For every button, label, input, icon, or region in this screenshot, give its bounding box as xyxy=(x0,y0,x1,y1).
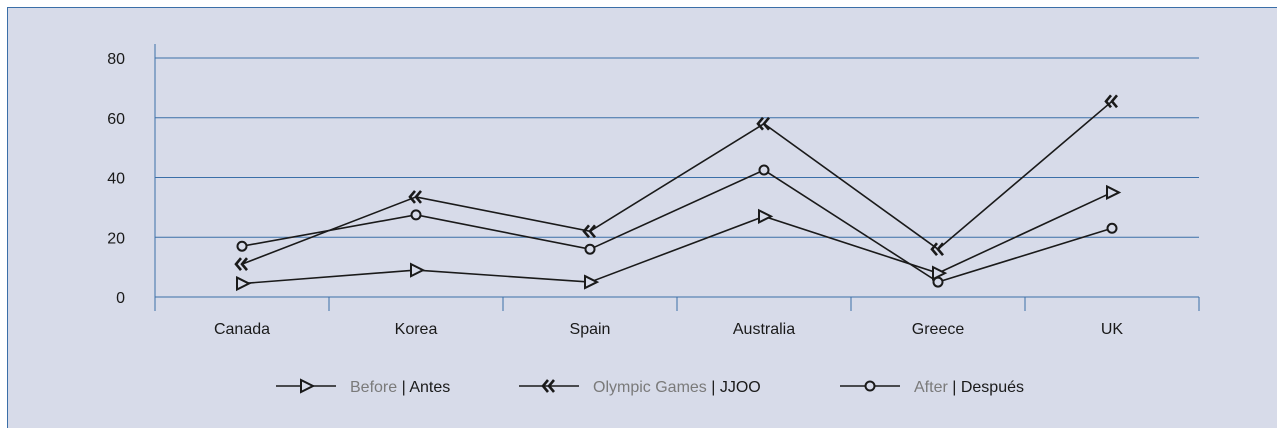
data-point-after-korea xyxy=(410,209,422,221)
series-line-olympic xyxy=(241,100,1113,265)
legend-label-english: After xyxy=(914,379,952,396)
data-point-after-uk xyxy=(1106,222,1118,234)
legend-separator: | xyxy=(402,379,410,396)
data-point-olympic-canada xyxy=(234,257,248,271)
data-point-before-spain xyxy=(584,274,600,290)
x-tick-label-spain: Spain xyxy=(570,321,611,338)
x-tick-label-korea: Korea xyxy=(395,321,438,338)
y-tick-label: 20 xyxy=(107,230,125,247)
data-point-before-canada xyxy=(236,275,252,292)
y-tick-label: 60 xyxy=(107,111,125,128)
legend-marker-after xyxy=(864,380,876,392)
data-point-olympic-uk xyxy=(1104,94,1118,109)
legend-marker-before xyxy=(300,378,316,394)
legend-label-english: Olympic Games xyxy=(593,379,711,396)
data-point-after-canada xyxy=(236,240,248,252)
legend-label-after: After | Después xyxy=(914,379,1024,396)
legend-label-english: Before xyxy=(350,379,402,396)
line-chart: 0 20 40 60 80 Canada Korea Spain Australia Greece… xyxy=(107,44,1200,396)
x-tick-label-uk: UK xyxy=(1101,321,1124,338)
series-line-before xyxy=(241,191,1113,285)
data-point-olympic-korea xyxy=(408,190,422,204)
legend-label-olympic: Olympic Games | JJOO xyxy=(593,379,761,396)
legend-separator: | xyxy=(711,379,720,396)
data-point-olympic-greece xyxy=(930,242,944,257)
legend-label-before: Before | Antes xyxy=(350,379,450,396)
data-point-before-australia xyxy=(758,208,774,224)
legend-label-spanish: Antes xyxy=(409,379,450,396)
data-point-before-korea xyxy=(410,262,426,278)
y-tick-label: 0 xyxy=(116,290,125,307)
legend-marker-olympic xyxy=(541,379,555,393)
legend-label-spanish: JJOO xyxy=(720,379,761,396)
data-point-before-uk xyxy=(1106,184,1122,201)
legend-label-spanish: Después xyxy=(961,379,1024,396)
series-line-after xyxy=(241,169,1113,283)
data-point-after-spain xyxy=(584,243,596,255)
x-tick-label-greece: Greece xyxy=(912,321,965,338)
legend-separator: | xyxy=(952,379,961,396)
data-point-before-greece xyxy=(932,265,948,281)
data-point-olympic-spain xyxy=(582,224,596,239)
y-tick-label: 80 xyxy=(107,51,125,68)
chart-panel: 0 20 40 60 80 Canada Korea Spain Australia Greece… xyxy=(7,7,1277,428)
x-tick-label-canada: Canada xyxy=(214,321,270,338)
y-tick-label: 40 xyxy=(107,171,125,188)
data-point-olympic-australia xyxy=(756,116,770,131)
data-point-after-australia xyxy=(758,164,770,176)
data-point-after-greece xyxy=(932,276,944,288)
x-tick-label-australia: Australia xyxy=(733,321,795,338)
